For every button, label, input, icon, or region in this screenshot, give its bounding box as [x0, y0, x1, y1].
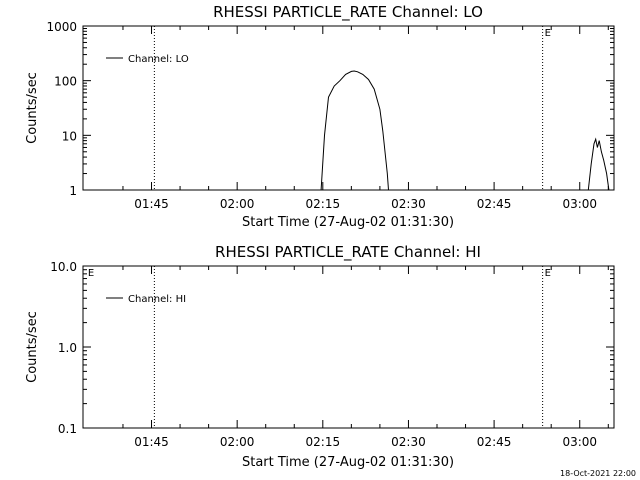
panel-hi: RHESSI PARTICLE_RATE Channel: HI Counts/…	[25, 243, 615, 470]
x-tick-label: 03:00	[562, 197, 597, 211]
x-tick-label: 01:45	[134, 435, 169, 449]
y-ticks-hi: 0.1 1.0 10.0	[50, 260, 614, 436]
x-ticks-lo: 01:45 02:00 02:15 02:30 02:45 03:00	[122, 26, 609, 211]
y-tick-label: 100	[54, 75, 77, 89]
series-line	[320, 70, 389, 191]
x-tick-label: 01:45	[134, 197, 169, 211]
legend-label-lo: Channel: LO	[128, 54, 189, 65]
timestamp: 18-Oct-2021 22:00	[560, 469, 636, 478]
y-tick-label: 1	[69, 184, 77, 198]
y-ticks-lo: 1 10 100 1000	[46, 20, 614, 198]
series-line	[587, 137, 610, 191]
x-tick-label: 02:00	[220, 435, 255, 449]
panel-lo: RHESSI PARTICLE_RATE Channel: LO Counts/…	[25, 3, 615, 230]
x-axis-label-lo: Start Time (27-Aug-02 01:31:30)	[242, 215, 454, 230]
event-marker-label: E	[88, 268, 94, 279]
x-axis-label-hi: Start Time (27-Aug-02 01:31:30)	[242, 455, 454, 470]
x-ticks-hi: 01:45 02:00 02:15 02:30 02:45 03:00	[122, 266, 609, 449]
x-tick-label: 02:00	[220, 197, 255, 211]
y-tick-label: 0.1	[58, 422, 77, 436]
x-tick-label: 02:15	[306, 435, 341, 449]
y-tick-label: 10.0	[50, 260, 77, 274]
legend-label-hi: Channel: HI	[128, 294, 186, 305]
event-marker-label: E	[545, 28, 551, 39]
series-lo	[320, 70, 610, 191]
plot-frame-hi	[82, 265, 615, 429]
x-tick-label: 02:30	[391, 435, 426, 449]
x-tick-label: 02:15	[306, 197, 341, 211]
x-tick-label: 02:45	[477, 435, 512, 449]
y-tick-label: 1000	[46, 20, 77, 34]
y-axis-label-lo: Counts/sec	[25, 72, 40, 144]
y-tick-label: 10	[62, 129, 77, 143]
chart-title-lo: RHESSI PARTICLE_RATE Channel: LO	[213, 3, 483, 22]
plot-frame-lo	[82, 25, 615, 191]
x-tick-label: 02:30	[391, 197, 426, 211]
event-markers-lo: E	[153, 26, 551, 190]
y-axis-label-hi: Counts/sec	[25, 311, 40, 383]
event-marker-label: E	[545, 268, 551, 279]
x-tick-label: 03:00	[562, 435, 597, 449]
x-tick-label: 02:45	[477, 197, 512, 211]
chart-title-hi: RHESSI PARTICLE_RATE Channel: HI	[215, 243, 481, 262]
y-tick-label: 1.0	[58, 341, 77, 355]
